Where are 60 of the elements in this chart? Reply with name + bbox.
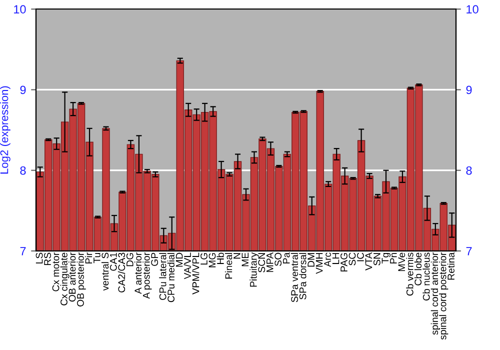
- x-tick-label: LH: [332, 253, 340, 264]
- x-tick-label: CPu medial: [167, 252, 174, 302]
- x-tick-label: OB anterior: [68, 252, 76, 302]
- x-tick-label: SPa ventral: [290, 252, 298, 302]
- x-tick-label: N: [234, 253, 240, 259]
- x-tick-label: CPu lateral: [159, 252, 166, 300]
- x-tick-label: Retina: [447, 252, 454, 280]
- x-tick-label: CA2/CA3: [118, 252, 126, 292]
- x-tick-label: ventral S: [101, 252, 109, 291]
- x-tick-label: Cb nucleus: [422, 252, 430, 300]
- x-tick-label: IC: [357, 252, 364, 262]
- x-tick-label: VTA: [365, 252, 372, 270]
- x-tick-label: MD: [176, 252, 183, 267]
- x-tick-label: MG: [208, 253, 216, 268]
- x-tick-label: A anterior: [134, 252, 142, 294]
- y2-tick-label: 8: [466, 166, 472, 175]
- x-tick-label: VPM/VPL: [192, 252, 200, 294]
- x-tick-label: spinal cord anterior: [430, 252, 440, 335]
- y-tick-label: 8: [20, 166, 26, 175]
- x-tick-label: Arc: [324, 252, 331, 267]
- x-tick-label: MPA: [266, 252, 274, 272]
- x-tick-label: LS: [36, 252, 43, 264]
- x-tick-label: Pineal: [225, 252, 232, 279]
- x-tick-label: Pir: [85, 252, 92, 264]
- x-tick-label: ME: [242, 252, 249, 266]
- x-tick-label: spinal cord posterior: [439, 252, 448, 340]
- x-tick-label: SPa dorsal: [299, 252, 306, 300]
- x-tick-label: LG: [200, 253, 208, 265]
- x-tick-label: MVe: [398, 252, 406, 271]
- x-tick-label: CA1: [110, 252, 117, 271]
- x-tick-label: DG: [126, 253, 134, 266]
- y-tick-label: 10: [14, 5, 26, 14]
- x-tick-label: PAG: [340, 253, 348, 272]
- x-tick-label: A posterior: [142, 252, 152, 299]
- x-tick-label: GP: [151, 252, 158, 266]
- x-tick-label: VA/VL: [184, 252, 191, 280]
- x-tick-label: Cx cingulate: [60, 252, 70, 306]
- x-tick-label: Pn: [390, 252, 397, 264]
- y-axis-title: Log2 (expression): [0, 86, 10, 174]
- y-tick-label: 9: [20, 86, 26, 94]
- x-tick-label: SN: [373, 253, 380, 266]
- x-tick-label: OB posterior: [76, 252, 86, 306]
- x-tick-label: Tg: [382, 252, 391, 264]
- x-tick-label: SCN: [258, 253, 266, 272]
- x-tick-label: Tu: [94, 252, 100, 264]
- x-tick-label: RS: [44, 252, 51, 266]
- x-tick-label: Pituitary: [250, 252, 259, 287]
- x-tick-label: SC: [348, 252, 356, 266]
- x-tick-label: SO: [274, 252, 282, 266]
- x-tick-label: Cb lobe: [414, 252, 422, 286]
- x-tick-label: Cb vermis: [406, 252, 414, 296]
- y2-tick-label: 10: [466, 5, 478, 14]
- x-tick-label: Pa: [283, 252, 290, 264]
- x-tick-label: DM: [308, 253, 314, 267]
- y-tick-label: 7: [20, 247, 26, 256]
- x-tick-label: VMH: [316, 253, 323, 274]
- x-tick-label: Hb: [216, 252, 224, 264]
- y2-tick-label: 7: [466, 247, 472, 256]
- y2-tick-label: 9: [466, 86, 472, 94]
- x-tick-label: Cx motor: [52, 252, 60, 292]
